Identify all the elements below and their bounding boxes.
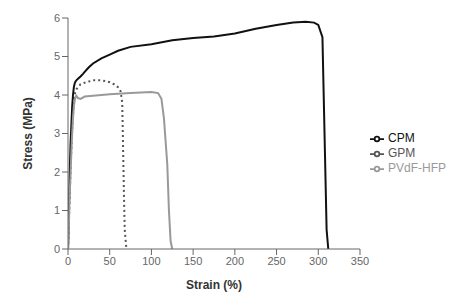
svg-text:3: 3 [54, 127, 60, 139]
svg-text:150: 150 [184, 255, 202, 267]
svg-text:1: 1 [54, 204, 60, 216]
svg-text:0: 0 [65, 255, 71, 267]
svg-text:250: 250 [267, 255, 285, 267]
html-text:PVdF-HFP: PVdF-HFP [388, 160, 446, 175]
svg-text:350: 350 [351, 255, 369, 267]
svg-text:6: 6 [54, 12, 60, 24]
html-text:CPM: CPM [388, 131, 415, 146]
svg-text:4: 4 [54, 89, 60, 101]
svg-text:50: 50 [104, 255, 116, 267]
svg-text:Stress (MPa): Stress (MPa) [21, 97, 35, 170]
svg-text:100: 100 [142, 255, 160, 267]
html-text:GPM: GPM [388, 146, 416, 161]
svg-text:300: 300 [309, 255, 327, 267]
svg-text:Strain (%): Strain (%) [186, 278, 242, 292]
svg-text:0: 0 [54, 243, 60, 255]
svg-text:200: 200 [226, 255, 244, 267]
svg-text:5: 5 [54, 50, 60, 62]
svg-text:2: 2 [54, 166, 60, 178]
